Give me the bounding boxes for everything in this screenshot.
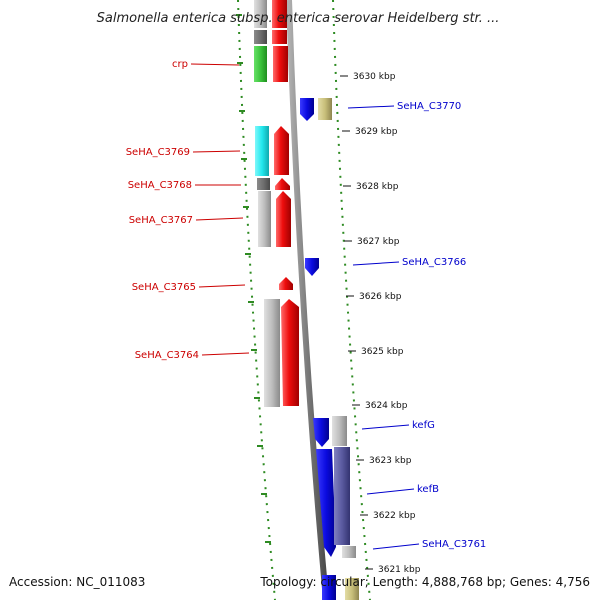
gene-arrow-reverse	[322, 575, 336, 600]
gene-arrow-forward	[276, 191, 291, 247]
reverse-gene-track	[300, 98, 336, 600]
gene-label-crp[interactable]: crp	[172, 59, 188, 70]
cog-box	[334, 447, 350, 545]
forward-gene-labels: crp SeHA_C3769 SeHA_C3768 SeHA_C3767 SeH…	[126, 59, 250, 361]
scale-ticks: 3630 kbp 3629 kbp 3628 kbp 3627 kbp 3626…	[340, 72, 421, 575]
gene-arrow-forward	[275, 178, 290, 190]
gene-arrow-forward	[273, 46, 288, 82]
genome-title: Salmonella enterica subsp. enterica sero…	[97, 11, 500, 26]
cog-box	[264, 299, 280, 407]
gene-label-sehac3761[interactable]: SeHA_C3761	[422, 539, 486, 550]
gene-arrow-reverse	[300, 98, 314, 121]
ring-ticks	[236, 14, 271, 543]
gene-label-sehac3766[interactable]: SeHA_C3766	[402, 257, 466, 268]
tick-label: 3627 kbp	[357, 237, 400, 247]
gene-label-kefg[interactable]: kefG	[412, 420, 435, 431]
gene-label-sehac3767[interactable]: SeHA_C3767	[129, 215, 193, 226]
gene-arrow-reverse	[305, 258, 319, 276]
cog-box	[257, 178, 270, 190]
accession-label: Accession: NC_011083	[9, 575, 145, 589]
tick-label: 3625 kbp	[361, 347, 404, 357]
genome-summary: Topology: circular; Length: 4,888,768 bp…	[259, 575, 590, 589]
gene-label-sehac3770[interactable]: SeHA_C3770	[397, 101, 461, 112]
gene-arrow-forward	[272, 0, 287, 28]
tick-label: 3629 kbp	[355, 127, 398, 137]
tick-label: 3624 kbp	[365, 401, 408, 411]
reverse-gene-labels: SeHA_C3770 SeHA_C3766 kefG kefB SeHA_C37…	[347, 101, 486, 550]
cog-box	[254, 46, 267, 82]
genome-backbone	[286, 0, 329, 600]
gene-label-sehac3764[interactable]: SeHA_C3764	[135, 350, 199, 361]
gene-label-sehac3765[interactable]: SeHA_C3765	[132, 282, 196, 293]
tick-label: 3630 kbp	[353, 72, 396, 82]
tick-label: 3621 kbp	[378, 565, 421, 575]
cog-box	[345, 578, 359, 600]
tick-label: 3626 kbp	[359, 292, 402, 302]
gene-arrow-reverse	[313, 418, 329, 447]
tick-label: 3628 kbp	[356, 182, 399, 192]
cog-box	[332, 416, 347, 446]
gene-label-sehac3769[interactable]: SeHA_C3769	[126, 147, 190, 158]
gene-arrow-forward	[272, 30, 287, 44]
cog-box	[255, 126, 269, 176]
forward-gene-track	[272, 0, 299, 406]
cog-box	[254, 30, 267, 44]
cog-box	[254, 0, 267, 28]
gene-label-kefb[interactable]: kefB	[417, 484, 439, 495]
tick-label: 3623 kbp	[369, 456, 412, 466]
gene-arrow-reverse	[316, 449, 336, 557]
reverse-cog-track	[318, 98, 359, 600]
gene-arrow-forward	[281, 299, 299, 406]
cog-box	[318, 98, 332, 120]
cog-box	[342, 546, 356, 558]
forward-cog-track	[254, 0, 280, 407]
gene-arrow-forward	[279, 277, 293, 290]
cog-box	[258, 191, 271, 247]
gene-label-sehac3768[interactable]: SeHA_C3768	[128, 180, 192, 191]
gene-arrow-forward	[274, 126, 289, 175]
tick-label: 3622 kbp	[373, 511, 416, 521]
